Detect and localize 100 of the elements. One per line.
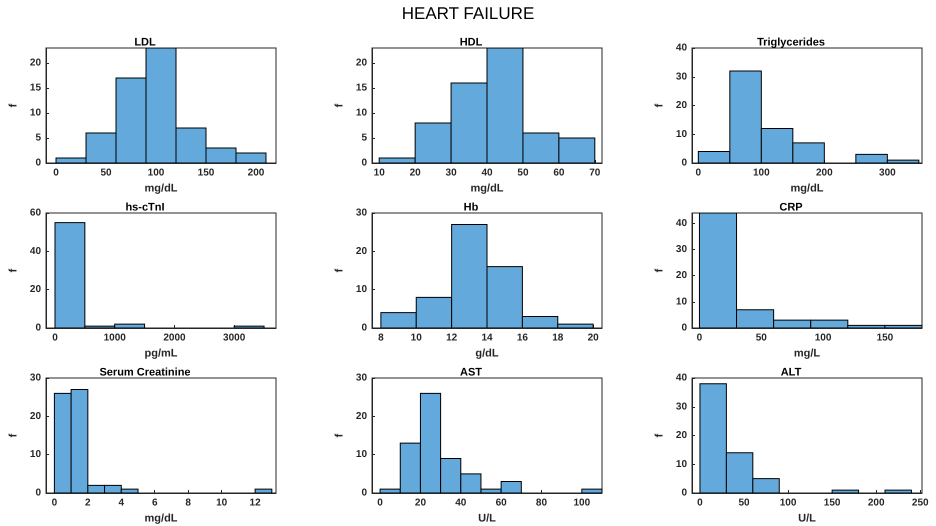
y-tick-label: 0 — [35, 322, 42, 334]
y-tick-label: 40 — [30, 246, 42, 257]
x-tick-label: 10 — [410, 332, 422, 344]
x-tick-label: 40 — [455, 498, 467, 508]
y-tick-label: 20 — [356, 58, 368, 68]
chart-title: AST — [460, 366, 482, 378]
y-tick-label: 0 — [681, 158, 688, 168]
x-tick-label: 200 — [248, 168, 265, 178]
x-tick-label: 20 — [410, 168, 422, 178]
x-tick-label: 60 — [496, 498, 508, 508]
x-tick-label: 3000 — [223, 332, 246, 344]
y-tick-label: 5 — [35, 132, 42, 144]
y-tick-label: 30 — [676, 401, 688, 412]
y-tick-label: 30 — [356, 208, 368, 218]
x-axis-title: pg/mL — [144, 347, 178, 360]
x-tick-label: 0 — [377, 498, 384, 508]
y-tick-label: 40 — [676, 42, 688, 54]
chart-title: hs-cTnI — [125, 202, 165, 214]
y-axis-title: f — [654, 103, 666, 108]
x-tick-label: 12 — [446, 332, 458, 344]
y-axis-title: f — [654, 433, 666, 438]
x-tick-label: 250 — [912, 498, 930, 508]
y-tick-label: 10 — [30, 108, 42, 118]
y-tick-label: 5 — [361, 132, 368, 144]
y-tick-label: 0 — [361, 322, 368, 334]
x-tick-label: 14 — [481, 332, 494, 344]
x-axis-title: U/L — [478, 512, 496, 524]
chart-title: ALT — [780, 366, 802, 378]
y-tick-label: 10 — [356, 108, 368, 118]
text: HEART FAILURE — [400, 4, 536, 24]
x-tick-label: 100 — [148, 168, 165, 178]
x-axis-title: mg/dL — [144, 182, 178, 194]
x-tick-label: 100 — [780, 498, 797, 508]
y-axis-title: f — [8, 268, 20, 272]
x-tick-label: 2 — [85, 498, 92, 508]
x-tick-label: 80 — [536, 498, 548, 508]
x-tick-label: 50 — [100, 168, 112, 178]
y-tick-label: 20 — [30, 284, 42, 296]
y-tick-label: 30 — [30, 372, 42, 384]
x-tick-label: 30 — [446, 168, 458, 178]
y-tick-label: 20 — [356, 246, 368, 257]
y-tick-label: 10 — [676, 296, 688, 308]
y-tick-label: 10 — [676, 128, 688, 140]
x-tick-label: 40 — [481, 168, 494, 178]
x-tick-label: 150 — [198, 168, 215, 178]
x-tick-label: 300 — [879, 168, 896, 178]
y-tick-label: 15 — [356, 82, 368, 94]
y-axis-title: f — [334, 103, 346, 108]
x-tick-label: 50 — [738, 498, 750, 508]
y-tick-label: 20 — [676, 270, 688, 282]
chart-title: Triglycerides — [757, 36, 825, 48]
x-tick-label: 10 — [374, 168, 386, 178]
x-axis-title: U/L — [798, 512, 816, 524]
x-tick-label: 6 — [152, 498, 158, 508]
x-tick-label: 12 — [250, 498, 262, 508]
x-tick-label: 1000 — [104, 332, 126, 344]
y-axis-title: f — [334, 268, 346, 272]
y-tick-label: 60 — [30, 208, 42, 218]
chart-title: LDL — [134, 36, 156, 48]
x-tick-label: 8 — [185, 498, 192, 508]
x-axis-title: g/dL — [475, 347, 499, 360]
x-tick-label: 0 — [52, 332, 58, 344]
x-axis-title: mg/dL — [144, 512, 178, 524]
y-tick-label: 20 — [356, 410, 368, 422]
x-tick-label: 4 — [118, 498, 125, 508]
x-axis-title: mg/dL — [790, 182, 824, 194]
y-tick-label: 0 — [681, 488, 688, 498]
x-tick-label: 16 — [516, 332, 528, 344]
y-tick-label: 20 — [30, 410, 42, 422]
x-tick-label: 0 — [696, 168, 702, 178]
x-tick-label: 70 — [589, 168, 601, 178]
y-axis-title: f — [334, 433, 346, 438]
x-tick-label: 100 — [573, 498, 591, 508]
x-tick-label: 20 — [414, 498, 426, 508]
x-tick-label: 60 — [553, 168, 565, 178]
y-tick-label: 40 — [676, 372, 688, 384]
y-tick-label: 15 — [30, 82, 42, 94]
y-tick-label: 20 — [676, 100, 688, 111]
y-tick-label: 0 — [681, 322, 688, 334]
y-tick-label: 0 — [35, 488, 42, 498]
x-tick-label: 0 — [696, 332, 703, 344]
x-tick-label: 0 — [53, 168, 60, 178]
x-tick-label: 100 — [752, 168, 770, 178]
x-axis-title: mg/dL — [470, 182, 504, 194]
x-tick-label: 150 — [824, 498, 841, 508]
x-tick-label: 150 — [876, 332, 894, 344]
chart-title: CRP — [779, 202, 803, 214]
y-tick-label: 10 — [30, 449, 42, 460]
x-tick-label: 100 — [814, 332, 832, 344]
chart-title: Serum Creatinine — [99, 366, 191, 378]
y-tick-label: 0 — [361, 488, 368, 498]
x-tick-label: 0 — [52, 498, 58, 508]
y-axis-title: f — [654, 268, 666, 272]
x-tick-label: 200 — [816, 168, 834, 178]
x-tick-label: 200 — [868, 498, 885, 508]
y-tick-label: 40 — [676, 218, 688, 229]
x-tick-label: 50 — [756, 332, 768, 344]
y-tick-label: 10 — [676, 458, 688, 470]
y-tick-label: 20 — [30, 58, 42, 68]
y-axis-title: f — [8, 103, 20, 108]
